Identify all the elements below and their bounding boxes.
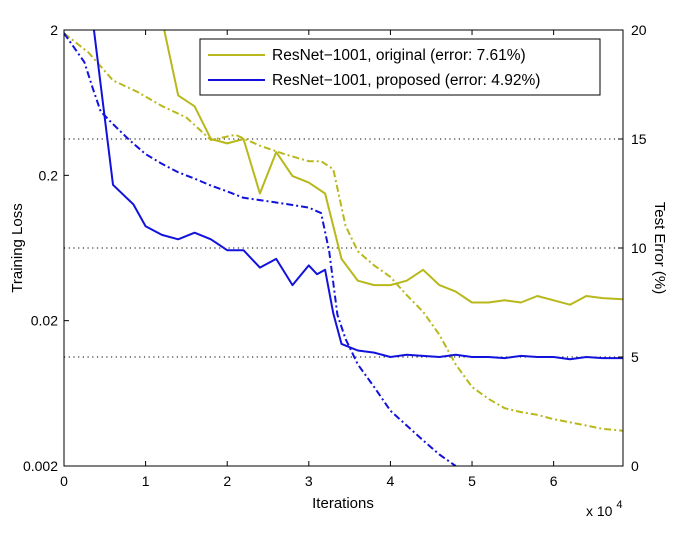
x-tick-label: 2 bbox=[223, 473, 231, 489]
x-tick-label: 1 bbox=[142, 473, 150, 489]
y-left-tick-label: 0.002 bbox=[23, 458, 58, 474]
y-axis-left-label: Training Loss bbox=[9, 203, 26, 293]
y-left-tick-label: 0.02 bbox=[31, 313, 58, 329]
training-loss-line-0 bbox=[64, 32, 623, 432]
x-multiplier-exponent: 4 bbox=[616, 499, 622, 511]
y-right-tick-label: 15 bbox=[631, 131, 647, 147]
test-error-line-0 bbox=[163, 30, 623, 306]
x-multiplier: x 10 4 bbox=[586, 499, 622, 519]
legend-label-proposed: ResNet−1001, proposed (error: 4.92%) bbox=[272, 72, 540, 89]
y-left-tick-label: 2 bbox=[50, 22, 58, 38]
legend-label-original: ResNet−1001, original (error: 7.61%) bbox=[272, 47, 526, 64]
y-left-tick-label: 0.2 bbox=[39, 167, 59, 183]
series-lines bbox=[64, 30, 623, 466]
training-loss-line-1 bbox=[64, 32, 457, 466]
y-right-tick-label: 5 bbox=[631, 349, 639, 365]
x-multiplier-base: x 10 bbox=[586, 503, 613, 519]
legend: ResNet−1001, original (error: 7.61%) Res… bbox=[199, 38, 601, 96]
x-tick-label: 6 bbox=[550, 473, 558, 489]
x-tick-label: 3 bbox=[305, 473, 313, 489]
y-axis-right-label: Test Error (%) bbox=[651, 202, 668, 295]
x-axis-label: Iterations bbox=[312, 495, 374, 512]
y-right-tick-label: 0 bbox=[631, 458, 639, 474]
test-error-line-1 bbox=[92, 30, 623, 361]
y-right-tick-label: 20 bbox=[631, 22, 647, 38]
x-tick-label: 0 bbox=[60, 473, 68, 489]
x-tick-label: 4 bbox=[387, 473, 395, 489]
y-right-tick-label: 10 bbox=[631, 240, 647, 256]
legend-box bbox=[199, 38, 601, 96]
x-tick-label: 5 bbox=[468, 473, 476, 489]
